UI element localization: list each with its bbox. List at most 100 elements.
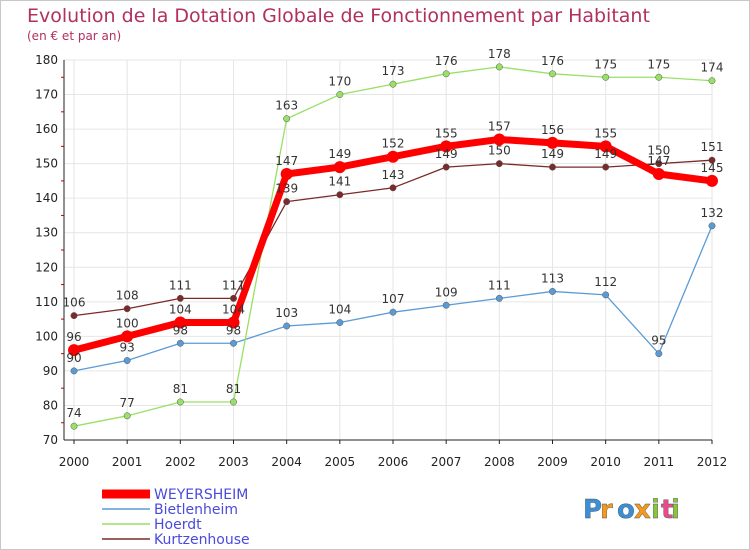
logo-letter: x <box>634 495 651 525</box>
x-tick-label: 2004 <box>271 455 302 469</box>
data-point <box>493 133 506 146</box>
data-point <box>336 319 344 326</box>
data-point <box>549 163 556 171</box>
legend-label-hoerdt: Hoerdt <box>154 517 202 533</box>
logo-letter: o <box>617 495 635 525</box>
data-point <box>283 198 291 206</box>
x-tick-label: 2002 <box>165 455 196 469</box>
data-label: 174 <box>701 61 724 75</box>
data-point <box>70 422 78 430</box>
y-tick-label: 150 <box>35 157 58 171</box>
data-label: 112 <box>594 275 617 289</box>
data-label: 155 <box>594 126 617 140</box>
chart-title: Evolution de la Dotation Globale de Fonc… <box>27 5 650 27</box>
data-point <box>655 350 663 358</box>
data-point <box>495 160 503 168</box>
data-point <box>655 73 663 81</box>
axes <box>61 60 713 444</box>
y-tick-label: 100 <box>35 329 58 343</box>
data-point <box>389 308 397 316</box>
logo-letter: P <box>583 495 602 525</box>
legend-label-kurtzenhouse: Kurtzenhouse <box>154 532 250 548</box>
data-point <box>652 168 665 180</box>
x-tick-label: 2012 <box>697 455 728 469</box>
logo-letter: t <box>661 495 673 525</box>
data-label: 100 <box>116 316 139 330</box>
data-label: 77 <box>120 396 135 410</box>
logo-letter: i <box>651 495 660 525</box>
data-label: 108 <box>116 289 139 303</box>
data-point <box>440 140 453 153</box>
data-label: 149 <box>435 147 458 161</box>
x-tick-label: 2006 <box>378 455 409 469</box>
data-point <box>708 77 716 85</box>
data-point <box>176 398 184 406</box>
data-label: 178 <box>488 47 511 61</box>
y-tick-label: 140 <box>35 191 58 205</box>
data-point <box>389 80 397 88</box>
legend-label-bietlenheim: Bietlenheim <box>154 502 238 518</box>
data-point <box>176 339 184 347</box>
y-tick-label: 120 <box>35 260 58 274</box>
data-label: 74 <box>66 406 81 420</box>
data-point <box>230 398 237 406</box>
x-tick-label: 2009 <box>537 455 568 469</box>
y-tick-label: 180 <box>35 53 58 67</box>
data-label: 155 <box>435 126 458 140</box>
y-tick-label: 130 <box>35 226 58 240</box>
data-label: 173 <box>382 64 405 78</box>
data-point <box>280 168 293 180</box>
data-label: 163 <box>275 99 298 113</box>
data-point <box>70 367 78 375</box>
x-tick-label: 2007 <box>431 455 462 469</box>
data-point <box>336 191 344 199</box>
y-tick-label: 70 <box>43 433 58 447</box>
data-label: 150 <box>647 144 670 158</box>
data-point <box>121 330 134 343</box>
data-label: 139 <box>275 182 298 196</box>
x-tick-label: 2010 <box>590 455 621 469</box>
data-label: 96 <box>66 330 81 344</box>
data-point <box>70 312 78 320</box>
data-point <box>495 63 503 71</box>
data-label: 111 <box>222 278 245 292</box>
data-labels: 90 93 98 98 103 104 107 109 111 113 112 95 132 74 77 81… <box>63 47 724 420</box>
data-label: 170 <box>328 75 351 89</box>
x-tick-label: 2003 <box>218 455 249 469</box>
data-point <box>176 294 184 302</box>
data-label: 107 <box>382 292 405 306</box>
x-tick-label: 2000 <box>59 455 90 469</box>
proxiti-logo: Pr o x i ti <box>583 495 680 525</box>
y-tick-label: 90 <box>43 364 58 378</box>
data-label: 98 <box>173 323 188 337</box>
data-point <box>283 115 291 123</box>
data-label: 149 <box>541 147 564 161</box>
data-point <box>333 161 346 174</box>
data-point <box>123 412 131 420</box>
data-point <box>230 294 237 302</box>
data-point <box>495 294 503 302</box>
data-label: 176 <box>541 54 564 68</box>
data-label: 147 <box>647 154 670 168</box>
data-label: 95 <box>651 334 666 348</box>
data-point <box>599 140 612 153</box>
data-label: 150 <box>488 144 511 158</box>
data-label: 106 <box>63 296 86 310</box>
data-point <box>546 136 559 149</box>
data-point <box>706 174 718 187</box>
data-point <box>227 316 240 329</box>
data-point <box>549 70 556 78</box>
data-point <box>123 305 131 313</box>
data-label: 141 <box>328 175 351 189</box>
series-lines <box>68 63 718 430</box>
y-tick-label: 110 <box>35 295 58 309</box>
y-tick-label: 170 <box>35 88 58 102</box>
data-label: 156 <box>541 123 564 137</box>
data-label: 175 <box>647 57 670 71</box>
data-point <box>442 163 450 171</box>
data-point <box>602 163 610 171</box>
x-tick-label: 2011 <box>644 455 675 469</box>
x-tick-label: 2005 <box>325 455 356 469</box>
legend-label-weyersheim: WEYERSHEIM <box>154 487 248 503</box>
